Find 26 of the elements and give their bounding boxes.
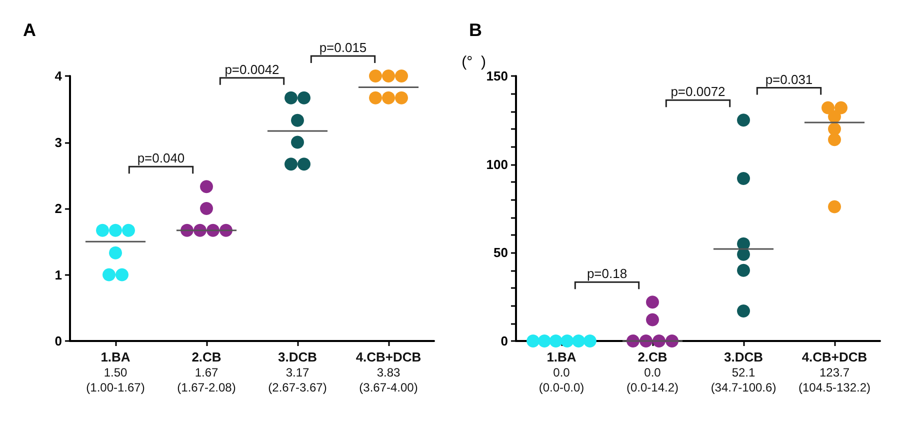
x-tick-label: 2.CB 0.0 (0.0-14.2) (626, 350, 679, 394)
x-tick-label: 3.DCB 52.1 (34.7-100.6) (710, 350, 776, 394)
y-tick-label: 2 (54, 201, 62, 216)
y-tick-label: 50 (494, 245, 508, 260)
x-tick-label: 4.CB+DCB 123.7 (104.5-132.2) (798, 350, 871, 394)
y-tick-label: 150 (486, 68, 508, 84)
annotation: p=0.031 (765, 72, 813, 87)
y-tick-label: 1 (54, 267, 62, 282)
y-tick-label: 4 (54, 68, 63, 84)
x-tick-label: 1.BA 1.50 (1.00-1.67) (86, 350, 145, 394)
y-axis-title: (° ) (462, 54, 486, 71)
x-tick-label: 2.CB 1.67 (1.67-2.08) (177, 350, 236, 394)
x-tick-label: 1.BA 0.0 (0.0-0.0) (538, 350, 584, 394)
x-tick-label: 3.DCB 3.17 (2.67-3.67) (268, 350, 327, 394)
annotation: p=0.040 (137, 150, 185, 166)
chart-title: B (469, 20, 482, 40)
annotation: p=0.0042 (224, 62, 280, 77)
x-tick-label: 4.CB+DCB 3.83 (3.67-4.00) (356, 350, 422, 394)
chart-title: A (23, 20, 36, 40)
annotation: p=0.18 (586, 266, 628, 282)
annotation: p=0.0072 (670, 84, 726, 100)
y-tick-label: 0 (54, 334, 62, 348)
text: p=0.015 (319, 40, 367, 55)
y-tick-label: 100 (486, 156, 508, 172)
y-tick-label: 3 (54, 134, 62, 150)
y-tick-label: 0 (500, 334, 508, 348)
